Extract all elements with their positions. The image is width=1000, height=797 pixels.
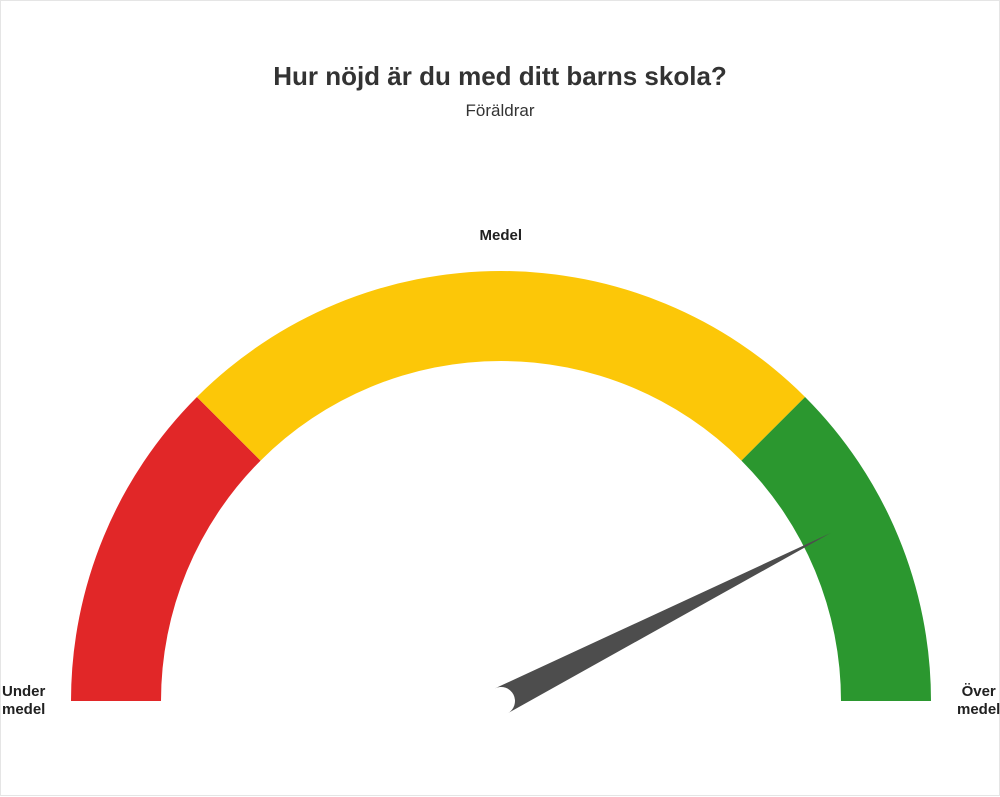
gauge-segment-1	[197, 271, 805, 461]
gauge-segment-label-2: Över medel	[957, 683, 1000, 719]
gauge-card: { "title": "Hur nöjd är du med ditt barn…	[0, 0, 1000, 796]
gauge-needle	[495, 533, 831, 713]
gauge-segment-label-1: Medel	[480, 227, 523, 245]
gauge-segment-0	[71, 397, 261, 701]
gauge-segment-2	[741, 397, 931, 701]
gauge-segment-label-0: Under medel	[2, 683, 45, 719]
gauge-chart	[1, 1, 1000, 797]
